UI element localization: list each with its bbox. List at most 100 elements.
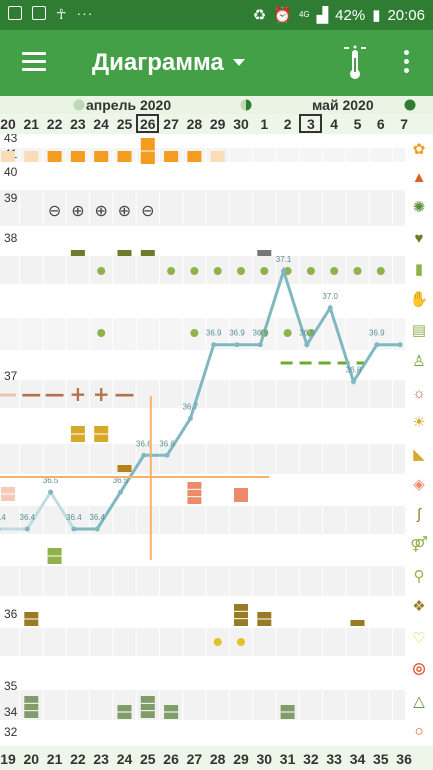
cycle-day-cell-2[interactable]: 21 (46, 751, 63, 767)
ring-icon[interactable]: ○ (414, 723, 424, 740)
pill-dot-14 (330, 267, 339, 275)
cycle-day-cell-13[interactable]: 32 (303, 751, 319, 767)
temp-axis-label-43: 43 (4, 134, 18, 145)
note-dot-4 (97, 329, 106, 337)
cycle-day-cell-9[interactable]: 28 (209, 751, 226, 767)
date-cell-3[interactable]: 23 (70, 116, 86, 132)
cervix-gold-3 (70, 426, 85, 442)
date-cell-13[interactable]: 3 (299, 114, 323, 133)
cycle-day-cell-7[interactable]: 26 (163, 751, 179, 767)
date-cell-6[interactable]: 26 (136, 114, 160, 133)
battery-icon: ▮ (372, 7, 381, 24)
coverline-mark-1: — (45, 382, 65, 406)
pill-icon[interactable]: ▮ (414, 261, 424, 278)
cycle-day-cell-0[interactable]: 19 (0, 751, 16, 767)
triangle-icon[interactable]: △ (413, 693, 425, 710)
date-cell-2[interactable]: 22 (46, 116, 63, 132)
temp-value-label-15: 36.8 (346, 366, 362, 375)
screen-title[interactable]: Диаграмма (92, 49, 224, 76)
cycle-day-cell-4[interactable]: 23 (93, 751, 109, 767)
diamond-icon[interactable]: ❖ (412, 598, 426, 615)
heart-icon[interactable]: ♥ (414, 230, 424, 247)
date-cell-16[interactable]: 6 (376, 116, 385, 132)
hand-icon[interactable]: ✋ (409, 291, 429, 308)
date-cell-5[interactable]: 25 (116, 116, 133, 132)
date-cell-4[interactable]: 24 (93, 116, 109, 132)
thermometer-icon[interactable] (340, 44, 370, 82)
half-moon-icon (240, 99, 252, 111)
cycle-day-cell-5[interactable]: 24 (116, 751, 133, 767)
network-type: 4G (298, 10, 310, 19)
temp-point-10 (234, 342, 240, 348)
cycle-day-cell-11[interactable]: 30 (256, 751, 273, 767)
date-cell-10[interactable]: 30 (233, 116, 249, 132)
hamburger-menu-icon[interactable] (22, 52, 46, 72)
date-cell-11[interactable]: 1 (260, 116, 269, 132)
date-cell-17[interactable]: 7 (400, 116, 408, 132)
weight-block-block (24, 696, 39, 718)
cycle-day-cell-6[interactable]: 25 (140, 751, 156, 767)
target-icon[interactable]: ◎ (412, 660, 426, 677)
ear-icon[interactable]: ʃ (417, 506, 421, 523)
couple-icon[interactable]: ⚤ (410, 536, 428, 553)
grid-band-3 (0, 190, 405, 226)
date-cell-14[interactable]: 4 (330, 116, 339, 132)
cycle-day-cell-10[interactable]: 29 (233, 751, 249, 767)
full-moon-icon (404, 99, 416, 111)
alarm-icon: ⏰ (273, 7, 292, 24)
libido-grey-block (257, 250, 272, 256)
cycle-day-cell-15[interactable]: 34 (349, 751, 366, 767)
mucus-salmon-b-10 (234, 488, 248, 502)
weight-block-1 (24, 696, 39, 718)
title-dropdown-caret-icon[interactable] (233, 59, 245, 66)
temp-value-label-6: 36.6 (136, 439, 152, 448)
date-cell-7[interactable]: 27 (163, 116, 179, 132)
temp-value-label-16: 36.9 (369, 329, 385, 338)
splash-icon[interactable]: ✺ (412, 199, 426, 216)
status-bar: ☥ ··· ♻ ⏰ 4G ▟ 42% ▮ 20:06 (0, 0, 433, 30)
temp-point-1 (24, 526, 30, 532)
cycle-day-cell-16[interactable]: 35 (373, 751, 389, 767)
cycle-day-cell-17[interactable]: 36 (396, 751, 412, 767)
heart-pulse-icon[interactable]: ♡ (412, 630, 426, 647)
search-person-icon[interactable]: ⚲ (413, 568, 425, 585)
battery-percent: 42% (335, 6, 366, 24)
person-icon[interactable]: ♙ (412, 353, 426, 370)
symptom-dot-10 (237, 638, 245, 646)
libido-grey-11 (257, 250, 272, 256)
stomach-icon[interactable]: ◣ (413, 446, 425, 463)
temp-point-11 (257, 342, 263, 348)
cycle-day-cell-12[interactable]: 31 (279, 751, 296, 767)
ok-icon: ☥ (56, 6, 67, 22)
cycle-day-cell-3[interactable]: 22 (70, 751, 86, 767)
cycle-day-cell-14[interactable]: 33 (326, 751, 342, 767)
temp-point-6 (141, 452, 147, 458)
date-cell-1[interactable]: 21 (23, 116, 40, 132)
grid-band-0 (0, 134, 405, 148)
temp-value-label-13: 36.9 (299, 329, 315, 338)
coverline-mark-4: — (115, 382, 135, 406)
sun-dashed-icon[interactable]: ☼ (412, 385, 426, 402)
temperature-chart[interactable]: 43414039383736353432⊖⊕⊕⊕⊖——++—36.436.436… (0, 134, 433, 746)
cycle-day-cell-8[interactable]: 27 (186, 751, 203, 767)
temp-value-label-2: 36.5 (43, 476, 59, 485)
drop-icon[interactable]: ▲ (411, 169, 427, 186)
droplet-dashed-icon[interactable]: ◈ (413, 476, 425, 493)
grid-band-6 (0, 284, 405, 318)
pill-dot-13 (306, 267, 315, 275)
date-cell-0[interactable]: 20 (0, 116, 16, 132)
date-cell-9[interactable]: 29 (209, 116, 226, 132)
flower-icon[interactable]: ✿ (412, 141, 426, 158)
document-icon[interactable]: ▤ (411, 322, 427, 339)
date-cell-8[interactable]: 28 (186, 116, 203, 132)
pill-dot-8 (190, 267, 199, 275)
temp-axis-label-38: 38 (4, 231, 18, 245)
period-light-0 (1, 151, 15, 162)
cycle-day-cell-1[interactable]: 20 (23, 751, 40, 767)
sun-icon[interactable]: ☀ (412, 414, 426, 431)
cervix-brown-block (117, 465, 132, 472)
mucus-salmon-faded-0 (1, 487, 15, 501)
date-cell-12[interactable]: 2 (283, 116, 292, 132)
date-cell-15[interactable]: 5 (353, 116, 362, 132)
overflow-menu-icon[interactable] (400, 50, 412, 76)
